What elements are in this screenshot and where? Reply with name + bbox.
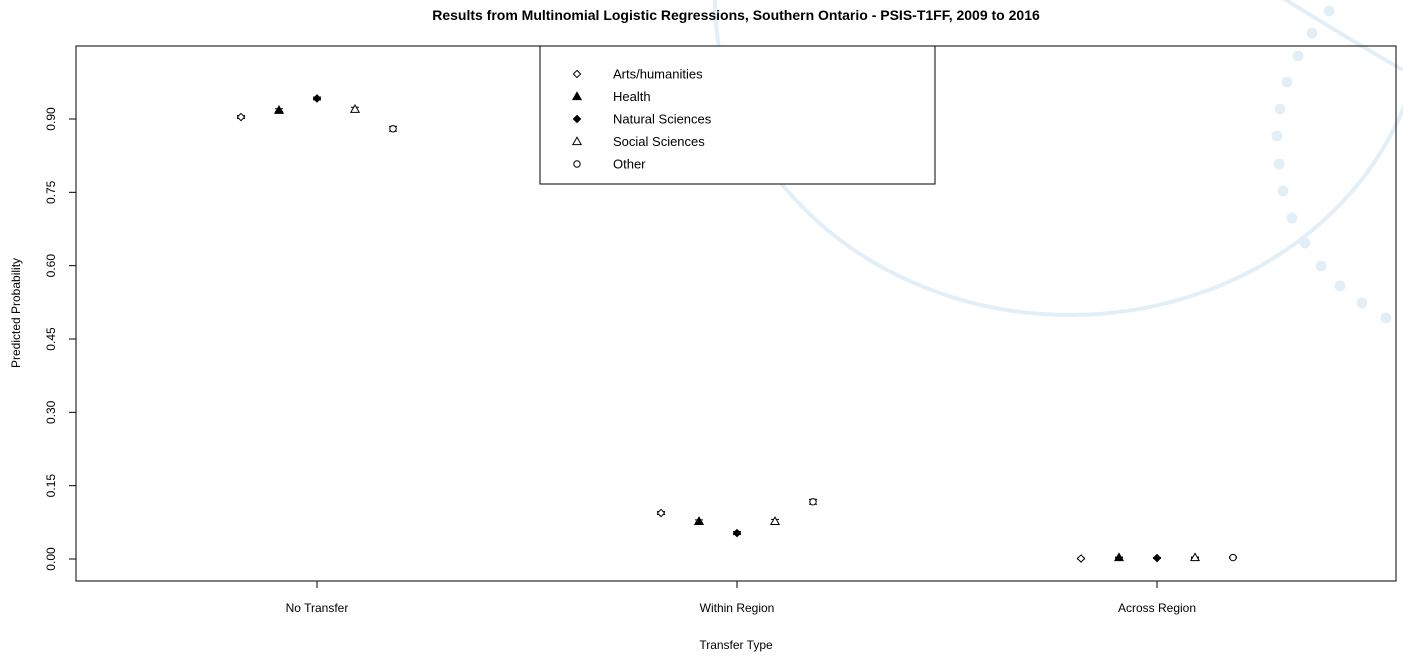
data-point (1076, 554, 1086, 563)
data-point (1113, 552, 1125, 562)
y-tick-label: 0.60 (44, 254, 58, 278)
watermark-dot (1286, 212, 1298, 224)
data-point (273, 104, 285, 114)
legend-label: Social Sciences (613, 134, 705, 149)
data-point (769, 516, 781, 526)
legend-marker (573, 160, 581, 168)
data-point (732, 528, 742, 538)
chart-title: Results from Multinomial Logistic Regres… (432, 7, 1040, 23)
legend-label: Health (613, 89, 651, 104)
data-point (1229, 553, 1237, 562)
data-points (236, 94, 1237, 563)
y-tick-label: 0.75 (44, 180, 58, 204)
x-tick-label: No Transfer (286, 601, 349, 615)
data-point (656, 508, 666, 518)
legend-marker (572, 114, 582, 124)
data-point (349, 104, 361, 113)
x-tick-label: Across Region (1118, 601, 1196, 615)
data-point (1152, 553, 1162, 563)
watermark-dot (1380, 312, 1392, 324)
data-point (389, 125, 397, 133)
x-axis: No Transfer Within Region Across Region (286, 581, 1196, 615)
data-point (809, 498, 817, 506)
watermark-dot (1323, 5, 1335, 17)
data-point (312, 94, 322, 103)
y-axis-label: Predicted Probability (9, 258, 23, 368)
x-tick-label: Within Region (700, 601, 775, 615)
y-tick-label: 0.90 (44, 107, 58, 131)
watermark-dot (1274, 103, 1286, 115)
y-tick-label: 0.15 (44, 474, 58, 498)
watermark-dot (1277, 185, 1289, 197)
y-axis: 0.00 0.15 0.30 0.45 0.60 0.75 0.90 (44, 107, 76, 571)
watermark-dot (1356, 297, 1368, 309)
watermark-dot (1334, 280, 1346, 292)
watermark-dot (1271, 130, 1283, 142)
legend-box (539, 45, 936, 185)
watermark-dot (1306, 27, 1318, 39)
data-point (693, 516, 705, 526)
legend-marker (571, 136, 583, 146)
watermark-dot (1299, 237, 1311, 249)
watermark-dot (1315, 260, 1327, 272)
legend-label: Arts/humanities (613, 67, 703, 82)
legend: Arts/humanities Health Natural Sciences Soc… (539, 45, 936, 185)
data-point (1189, 552, 1201, 562)
y-tick-label: 0.45 (44, 327, 58, 351)
data-point (236, 112, 246, 122)
watermark-dot (1273, 158, 1285, 170)
y-tick-label: 0.00 (44, 547, 58, 571)
legend-marker (571, 91, 583, 101)
watermark-arc (1282, 0, 1403, 72)
y-tick-label: 0.30 (44, 400, 58, 424)
legend-label: Other (613, 157, 646, 172)
watermark-dot (1281, 76, 1293, 88)
legend-label: Natural Sciences (613, 112, 712, 127)
watermark-dot (1292, 50, 1304, 62)
x-axis-label: Transfer Type (699, 638, 773, 652)
legend-marker (572, 69, 582, 79)
